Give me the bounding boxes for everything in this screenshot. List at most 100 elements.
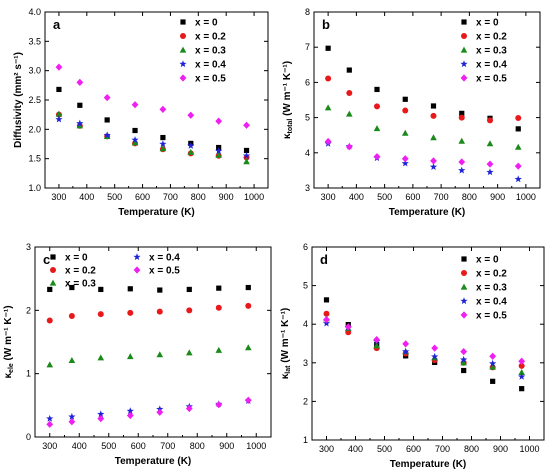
- data-point: [159, 105, 167, 113]
- y-axis-title: κlat (W m⁻¹ K⁻¹): [280, 308, 292, 380]
- data-point: [46, 361, 54, 368]
- data-point: [242, 151, 251, 159]
- data-point: [126, 407, 134, 415]
- x-tick-label: 400: [79, 192, 94, 202]
- data-point: [215, 346, 223, 353]
- data-point: [402, 96, 408, 102]
- data-point: [56, 86, 62, 93]
- legend-label: x = 0.2: [65, 266, 96, 277]
- data-point: [132, 127, 138, 134]
- data-point: [518, 372, 526, 380]
- data-point: [345, 143, 353, 151]
- data-point: [459, 110, 465, 116]
- data-point: [515, 126, 521, 132]
- series-2: [46, 344, 252, 368]
- legend-marker: [179, 74, 187, 82]
- data-point: [69, 284, 75, 291]
- x-tick-label: 900: [490, 192, 505, 202]
- x-tick-label: 1000: [244, 192, 264, 202]
- data-point: [344, 323, 352, 331]
- x-tick-label: 1000: [246, 441, 266, 451]
- data-point: [245, 284, 251, 291]
- data-point: [97, 311, 104, 318]
- legend-marker: [179, 60, 187, 68]
- series-3: [322, 319, 526, 380]
- data-point: [346, 89, 353, 96]
- data-point: [324, 137, 332, 146]
- data-point: [460, 348, 468, 356]
- legend-marker: [180, 19, 186, 25]
- y-axis-title: Diffusivity (mm² s⁻¹): [13, 52, 24, 148]
- x-axis-title: Temperature (K): [389, 207, 466, 218]
- data-point: [514, 143, 522, 150]
- x-tick-label: 300: [42, 441, 57, 451]
- legend-marker: [461, 33, 467, 39]
- data-point: [104, 117, 110, 123]
- x-tick-label: 500: [377, 192, 392, 202]
- x-tick-label: 500: [107, 192, 122, 202]
- data-point: [325, 45, 331, 51]
- y-tick-label: 7: [305, 42, 310, 52]
- y-tick-label: 1.0: [28, 183, 41, 193]
- data-point: [430, 103, 437, 109]
- data-point: [216, 285, 222, 291]
- data-point: [131, 101, 139, 109]
- data-point: [458, 158, 466, 166]
- legend-label: x = 0.3: [476, 283, 507, 294]
- y-tick-label: 1.5: [28, 154, 41, 164]
- x-tick-label: 600: [131, 441, 146, 451]
- legend-marker: [461, 256, 467, 262]
- data-point: [514, 162, 522, 170]
- data-point: [346, 67, 352, 73]
- x-tick-label: 400: [72, 441, 87, 451]
- data-point: [518, 362, 525, 369]
- y-tick-label: 4.0: [28, 7, 41, 17]
- data-point: [185, 404, 193, 413]
- x-tick-label: 1000: [516, 192, 536, 202]
- data-point: [373, 342, 380, 349]
- series-4: [323, 315, 526, 365]
- data-point: [160, 134, 166, 141]
- y-axis-title: κtotal (W m⁻¹ K⁻¹): [282, 61, 294, 139]
- series-2: [324, 104, 522, 150]
- data-point: [244, 344, 252, 351]
- data-point: [215, 147, 223, 155]
- x-tick-label: 300: [319, 444, 334, 454]
- data-point: [515, 114, 522, 121]
- data-point: [46, 317, 53, 324]
- data-point: [243, 158, 250, 165]
- data-point: [103, 131, 111, 139]
- legend-marker: [50, 267, 56, 273]
- y-tick-label: 8: [305, 7, 310, 17]
- data-point: [325, 75, 332, 82]
- data-point: [131, 136, 139, 143]
- data-point: [97, 354, 105, 361]
- data-point: [215, 401, 223, 409]
- x-tick-label: 800: [462, 192, 477, 202]
- data-point: [490, 378, 496, 384]
- y-tick-label: 4: [303, 319, 308, 329]
- y-tick-label: 3: [26, 242, 31, 252]
- data-point: [374, 86, 380, 93]
- legend-marker: [461, 270, 467, 276]
- legend-label: x = 0.2: [476, 269, 507, 280]
- x-tick-label: 700: [160, 441, 175, 451]
- y-tick-label: 3.0: [28, 66, 41, 76]
- legend-label: x = 0.4: [149, 253, 180, 264]
- data-point: [402, 347, 410, 355]
- y-tick-label: 4: [305, 148, 310, 158]
- data-point: [323, 297, 330, 303]
- data-point: [486, 117, 493, 124]
- x-tick-label: 600: [135, 192, 150, 202]
- data-point: [429, 163, 438, 170]
- plot-frame: [44, 11, 269, 189]
- y-tick-label: 3: [305, 183, 310, 193]
- data-point: [486, 140, 494, 147]
- data-point: [245, 302, 252, 309]
- legend-label: x = 0: [65, 253, 88, 264]
- data-point: [458, 166, 466, 174]
- legend-label: x = 0.4: [476, 60, 507, 71]
- data-point: [127, 309, 134, 316]
- legend-marker: [133, 266, 141, 274]
